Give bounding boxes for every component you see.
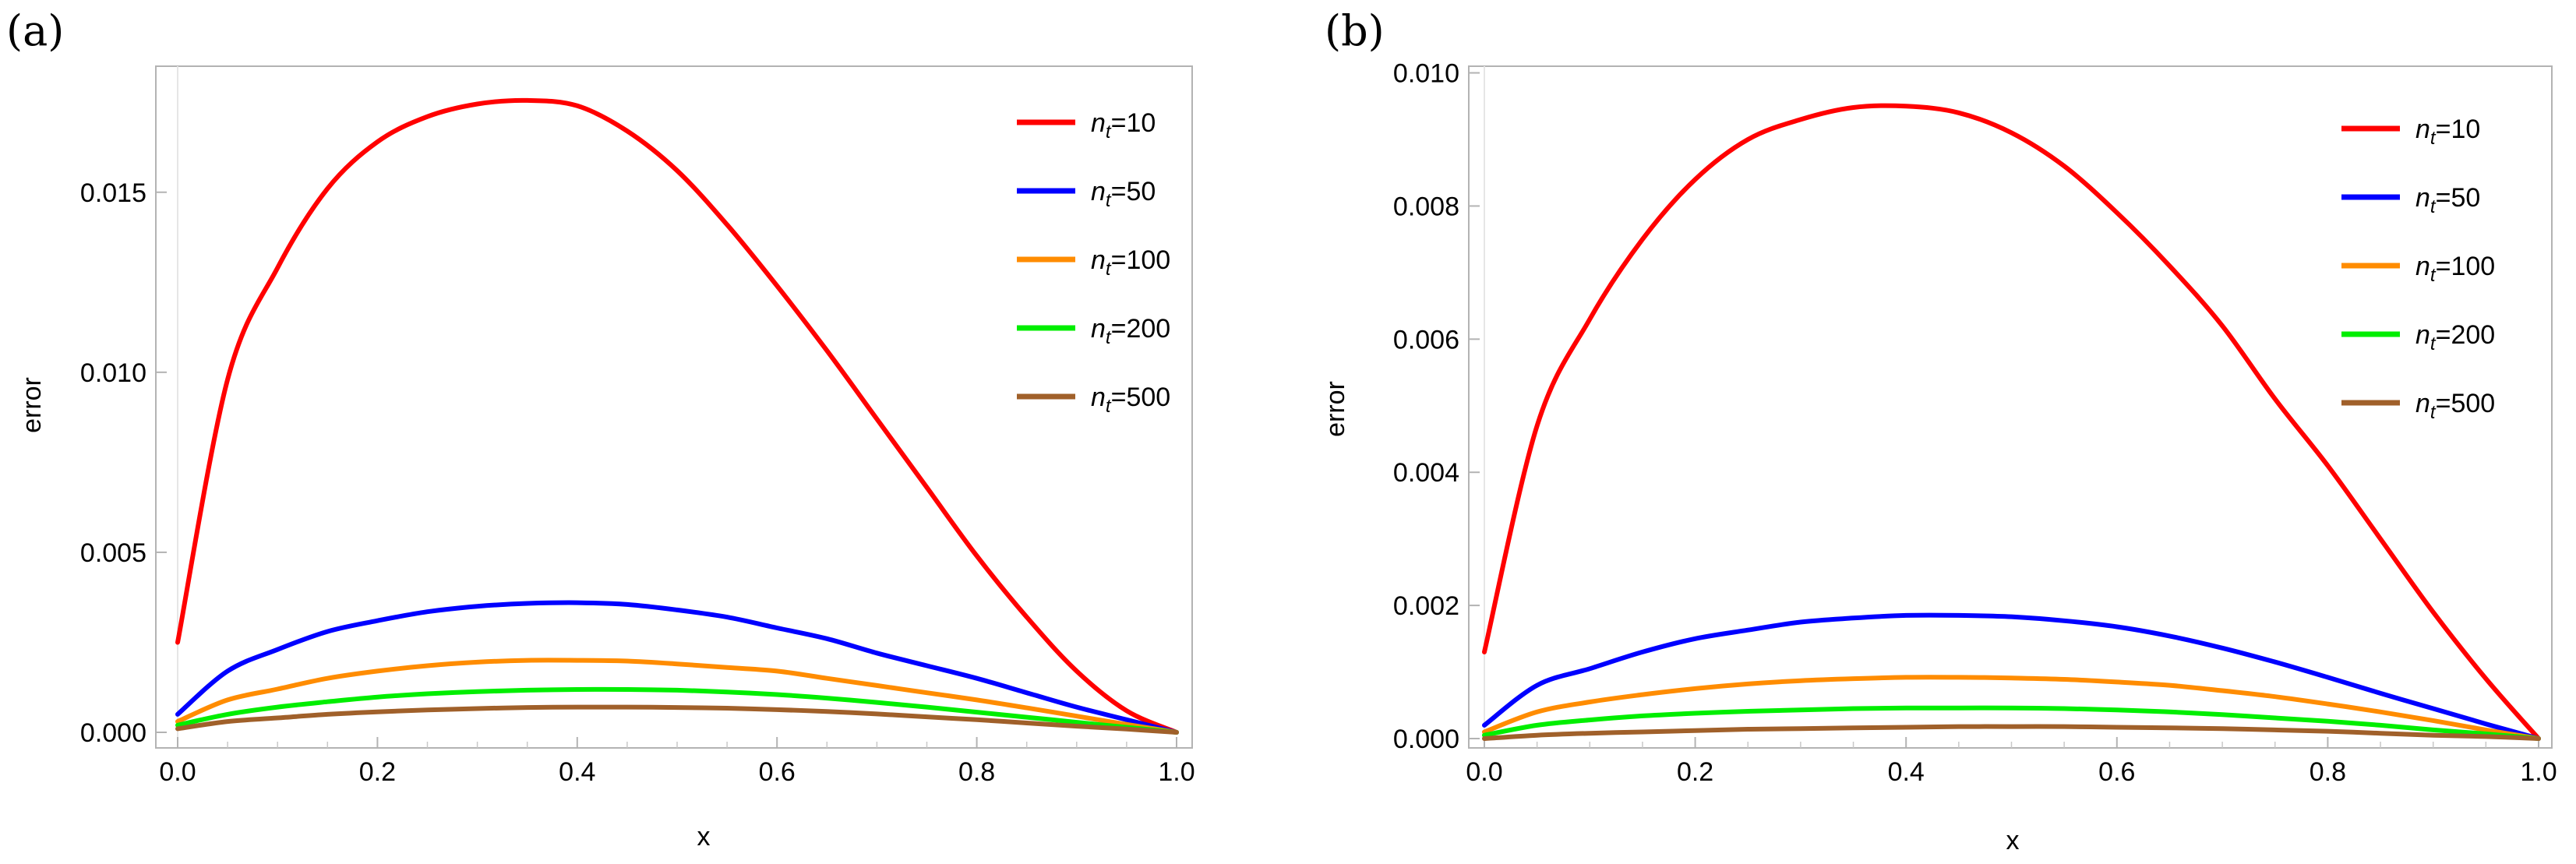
x-tick-label: 0.2 <box>359 757 396 787</box>
legend-entry: nt=100 <box>1017 245 1170 280</box>
legend-entry: nt=200 <box>2341 320 2495 354</box>
x-tick-label: 0.6 <box>2098 757 2135 787</box>
y-axis-title: error <box>17 377 47 433</box>
legend-label: nt=10 <box>2415 115 2480 149</box>
x-tick-label: 0.0 <box>1466 757 1502 787</box>
legend-entry: nt=50 <box>2341 183 2480 217</box>
series-line-nt200 <box>175 686 1179 735</box>
y-tick-label: 0.000 <box>80 718 146 748</box>
legend-entry: nt=10 <box>1017 108 1156 143</box>
panel-label: (b) <box>1325 6 1385 55</box>
legend-label: nt=10 <box>1091 108 1156 143</box>
y-tick-label: 0.015 <box>80 178 146 208</box>
series-line-nt50 <box>175 600 1179 735</box>
plot-frame <box>1468 65 2553 749</box>
series-line-nt10 <box>1482 103 2541 741</box>
chart-panel-a: (a) 0.0 0.2 0.4 0.6 0.8 1.0 0.000 0.005 0.010 0.01… <box>6 6 1195 852</box>
y-tick-label: 0.010 <box>80 358 146 388</box>
legend-label: nt=200 <box>1091 314 1170 348</box>
y-tick-label: 0.000 <box>1393 725 1459 754</box>
panel-label: (a) <box>6 6 64 55</box>
x-axis-title: x <box>697 822 711 852</box>
y-tick-label: 0.005 <box>80 538 146 568</box>
x-tick-label: 0.8 <box>958 757 995 787</box>
y-axis-title: error <box>1321 381 1350 437</box>
y-tick-label: 0.008 <box>1393 192 1459 221</box>
legend-entry: nt=10 <box>2341 115 2480 149</box>
legend-entry: nt=200 <box>1017 314 1170 348</box>
x-tick-label: 0.2 <box>1677 757 1713 787</box>
x-tick-label: 0.8 <box>2310 757 2346 787</box>
series-line-nt200 <box>1482 705 2541 741</box>
plot-frame <box>155 65 1193 749</box>
y-tick-label: 0.002 <box>1393 591 1459 621</box>
x-axis-title: x <box>2006 826 2020 855</box>
x-tick-label: 1.0 <box>2520 757 2557 787</box>
y-tick-label: 0.010 <box>1393 59 1459 89</box>
legend-label: nt=100 <box>2415 252 2495 286</box>
series-line-nt500 <box>1482 724 2541 741</box>
legend-label: nt=100 <box>1091 245 1170 280</box>
legend-entry: nt=50 <box>1017 177 1156 211</box>
legend-entry: nt=500 <box>2341 389 2495 423</box>
legend-label: nt=50 <box>2415 183 2480 217</box>
x-tick-label: 0.0 <box>159 757 196 787</box>
legend-label: nt=500 <box>2415 389 2495 423</box>
x-tick-label: 1.0 <box>1158 757 1194 787</box>
series-line-nt50 <box>1482 612 2541 741</box>
legend-label: nt=500 <box>1091 383 1170 417</box>
legend-label: nt=50 <box>1091 177 1156 211</box>
series-line-nt100 <box>175 658 1179 735</box>
series-line-nt10 <box>175 97 1179 735</box>
x-tick-label: 0.4 <box>559 757 595 787</box>
series-line-nt500 <box>175 704 1179 735</box>
series-line-nt100 <box>1482 675 2541 741</box>
legend-label: nt=200 <box>2415 320 2495 354</box>
y-tick-label: 0.004 <box>1393 458 1459 488</box>
chart-panel-b: (b) 0.0 0.2 0.4 0.6 0.8 1.0 0.000 0.002 0.004 0.00… <box>1321 6 2557 855</box>
legend-entry: nt=500 <box>1017 383 1170 417</box>
legend-entry: nt=100 <box>2341 252 2495 286</box>
x-tick-label: 0.4 <box>1888 757 1925 787</box>
y-tick-label: 0.006 <box>1393 325 1459 354</box>
x-tick-label: 0.6 <box>759 757 796 787</box>
